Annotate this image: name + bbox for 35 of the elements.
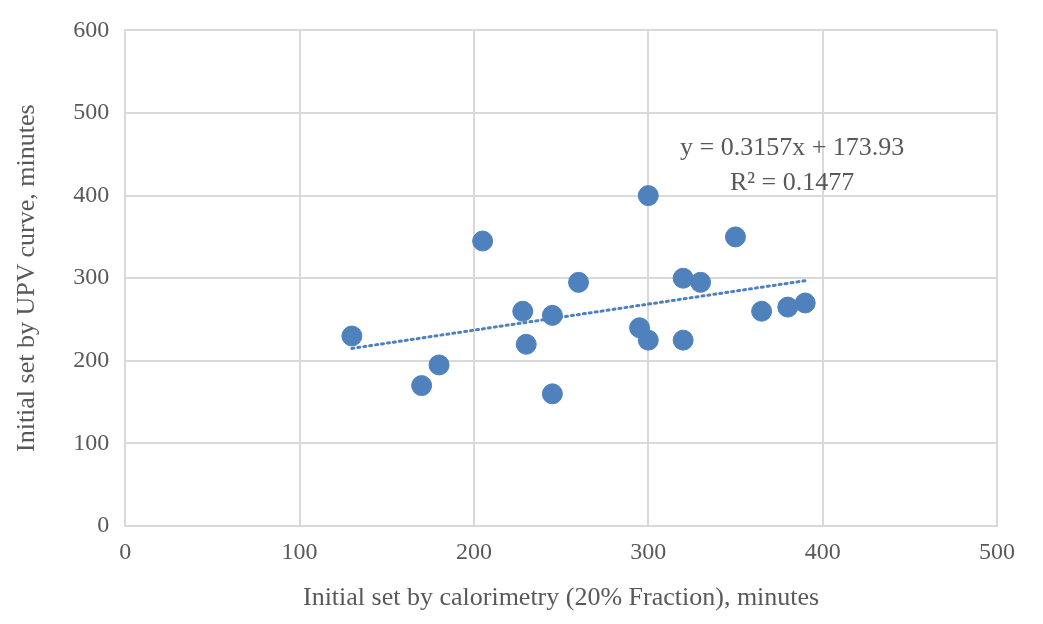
x-tick-label: 0 [119,537,132,564]
x-axis-title: Initial set by calorimetry (20% Fraction), minutes [302,582,820,612]
point [724,226,746,248]
point [428,354,450,376]
y-tick-label: 300 [73,263,110,290]
point [472,230,494,252]
x-tick-label: 400 [804,537,841,564]
point [411,375,433,397]
point [512,300,534,322]
y-tick-label: 100 [73,428,110,455]
y-tick-label: 200 [73,346,110,373]
x-tick-label: 100 [281,537,318,564]
point [637,185,659,207]
point [751,300,773,322]
point [568,271,590,293]
point [541,304,563,326]
y-axis-title: Initial set by UPV curve, minutes [11,104,41,452]
point [515,333,537,355]
y-tick-label: 400 [73,180,110,207]
point [794,292,816,314]
y-tick-label: 500 [73,98,110,125]
point [672,267,694,289]
y-tick-label: 600 [73,15,110,42]
point [777,296,799,318]
point [541,383,563,405]
point [637,329,659,351]
x-tick-label: 500 [979,537,1015,564]
annotation: R² = 0.1477 [729,167,855,197]
annotation: y = 0.3157x + 173.93 [679,132,905,162]
point [672,329,694,351]
point [690,271,712,293]
point [341,325,363,347]
y-tick-label: 0 [97,511,110,538]
x-tick-label: 200 [455,537,492,564]
x-tick-label: 300 [630,537,667,564]
